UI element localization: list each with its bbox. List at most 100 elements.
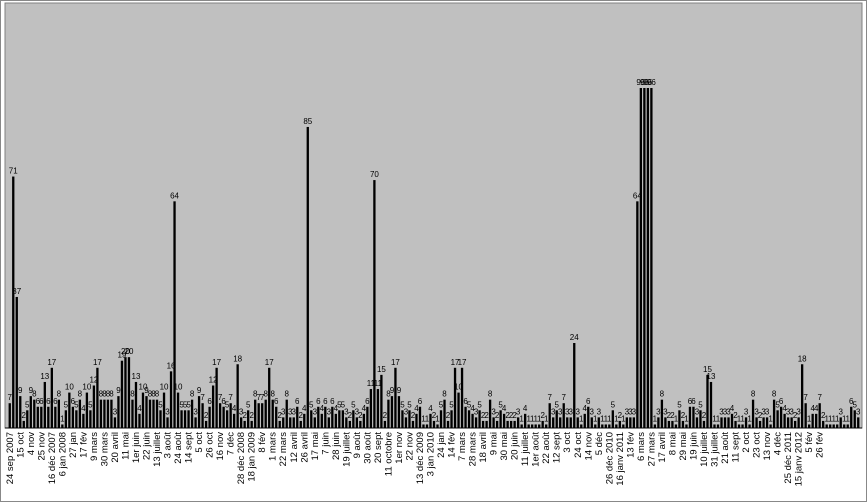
value-label: 2 (618, 411, 623, 420)
value-label: 3 (796, 407, 801, 416)
value-label: 1 (835, 414, 840, 423)
bar (751, 399, 755, 428)
bar (218, 403, 222, 428)
x-tick-label: 26 avril (299, 432, 310, 463)
bar (12, 176, 15, 428)
x-tick-label: 30 mars (99, 432, 110, 467)
x-tick-label: 17 fév (78, 432, 89, 458)
bar (446, 420, 450, 428)
bar (278, 420, 281, 428)
value-label: 2 (432, 411, 437, 420)
value-label: 1 (579, 414, 584, 423)
x-tick-label: 6 jan 2008 (57, 432, 68, 476)
x-tick-label: 1er nov (394, 432, 405, 464)
bar (629, 417, 632, 428)
value-label: 70 (370, 170, 379, 179)
bar (324, 406, 327, 428)
bar (110, 399, 113, 428)
bar (853, 410, 856, 428)
bar (176, 392, 180, 428)
value-label: 11 (374, 379, 383, 388)
value-label: 4 (502, 404, 507, 413)
bar (457, 392, 460, 428)
x-tick-label: 20 sept (373, 432, 384, 464)
value-label: 9 (18, 386, 23, 395)
x-tick-label: 18 jan 2009 (247, 432, 258, 482)
x-tick-label: 16 nov (215, 432, 226, 461)
x-tick-label: 8 fév (257, 432, 268, 453)
value-label: 8 (442, 390, 447, 399)
value-label: 6 (295, 397, 300, 406)
bar (808, 424, 811, 428)
value-label: 2 (821, 411, 826, 420)
value-label: 2 (505, 411, 510, 420)
x-tick-label: 26 déc 2010 (604, 432, 615, 484)
value-label: 3 (744, 407, 749, 416)
value-label: 1 (421, 414, 426, 423)
value-label: 5 (186, 400, 191, 409)
value-label: 4 (414, 404, 419, 413)
value-label: 2 (793, 411, 798, 420)
bar (509, 420, 513, 428)
bar (166, 417, 169, 428)
value-label: 3 (239, 407, 244, 416)
value-label: 5 (498, 400, 503, 409)
bar (232, 413, 236, 428)
bar (695, 417, 699, 428)
value-label: 1 (537, 414, 542, 423)
bar (264, 399, 267, 428)
bar (755, 417, 758, 428)
value-label: 4 (470, 404, 475, 413)
bar (524, 413, 527, 428)
value-label: 3 (789, 407, 794, 416)
bar (169, 371, 173, 428)
bar (790, 417, 793, 428)
bar (699, 410, 702, 428)
value-label: 20 (121, 347, 130, 356)
x-tick-label: 7 déc (226, 432, 237, 455)
value-label: 10 (82, 383, 91, 392)
bar (411, 420, 415, 428)
bar (47, 406, 50, 428)
value-label: 5 (477, 400, 482, 409)
value-label: 8 (99, 390, 104, 399)
bar (292, 417, 295, 428)
bar (622, 424, 625, 428)
x-tick-label: 24 sep 2007 (5, 432, 16, 484)
value-label: 8 (772, 390, 777, 399)
value-label: 5 (25, 400, 30, 409)
value-label: 10 (65, 383, 74, 392)
value-label: 1 (653, 414, 658, 423)
value-label: 4 (730, 404, 735, 413)
value-label: 1 (846, 414, 851, 423)
bar (397, 396, 401, 428)
value-label: 85 (303, 117, 312, 126)
value-label: 3 (344, 407, 349, 416)
bar (22, 420, 25, 428)
bar (334, 413, 337, 428)
x-tick-label: 14 sept (184, 432, 195, 464)
x-tick-label: 2 oct (741, 432, 752, 453)
x-tick-label: 31 juillet (709, 432, 720, 467)
bar (117, 396, 120, 428)
value-label: 2 (348, 411, 353, 420)
bar (8, 403, 11, 428)
bar (422, 424, 425, 428)
bar (748, 424, 751, 428)
value-label: 3 (516, 407, 521, 416)
bar (390, 396, 394, 428)
value-label: 2 (670, 411, 675, 420)
value-label: 96 (643, 78, 652, 87)
value-label: 17 (451, 358, 460, 367)
bar (331, 406, 334, 428)
x-tick-label: 29 mai (678, 432, 689, 461)
value-label: 2 (299, 411, 304, 420)
value-label: 3 (723, 407, 728, 416)
value-label: 3 (590, 407, 595, 416)
value-label: 3 (719, 407, 724, 416)
bar (85, 392, 89, 428)
value-label: 5 (554, 400, 559, 409)
value-label: 1 (604, 414, 609, 423)
x-tick-label: 7 mars (457, 432, 468, 461)
x-tick-label: 13 fév (625, 432, 636, 458)
